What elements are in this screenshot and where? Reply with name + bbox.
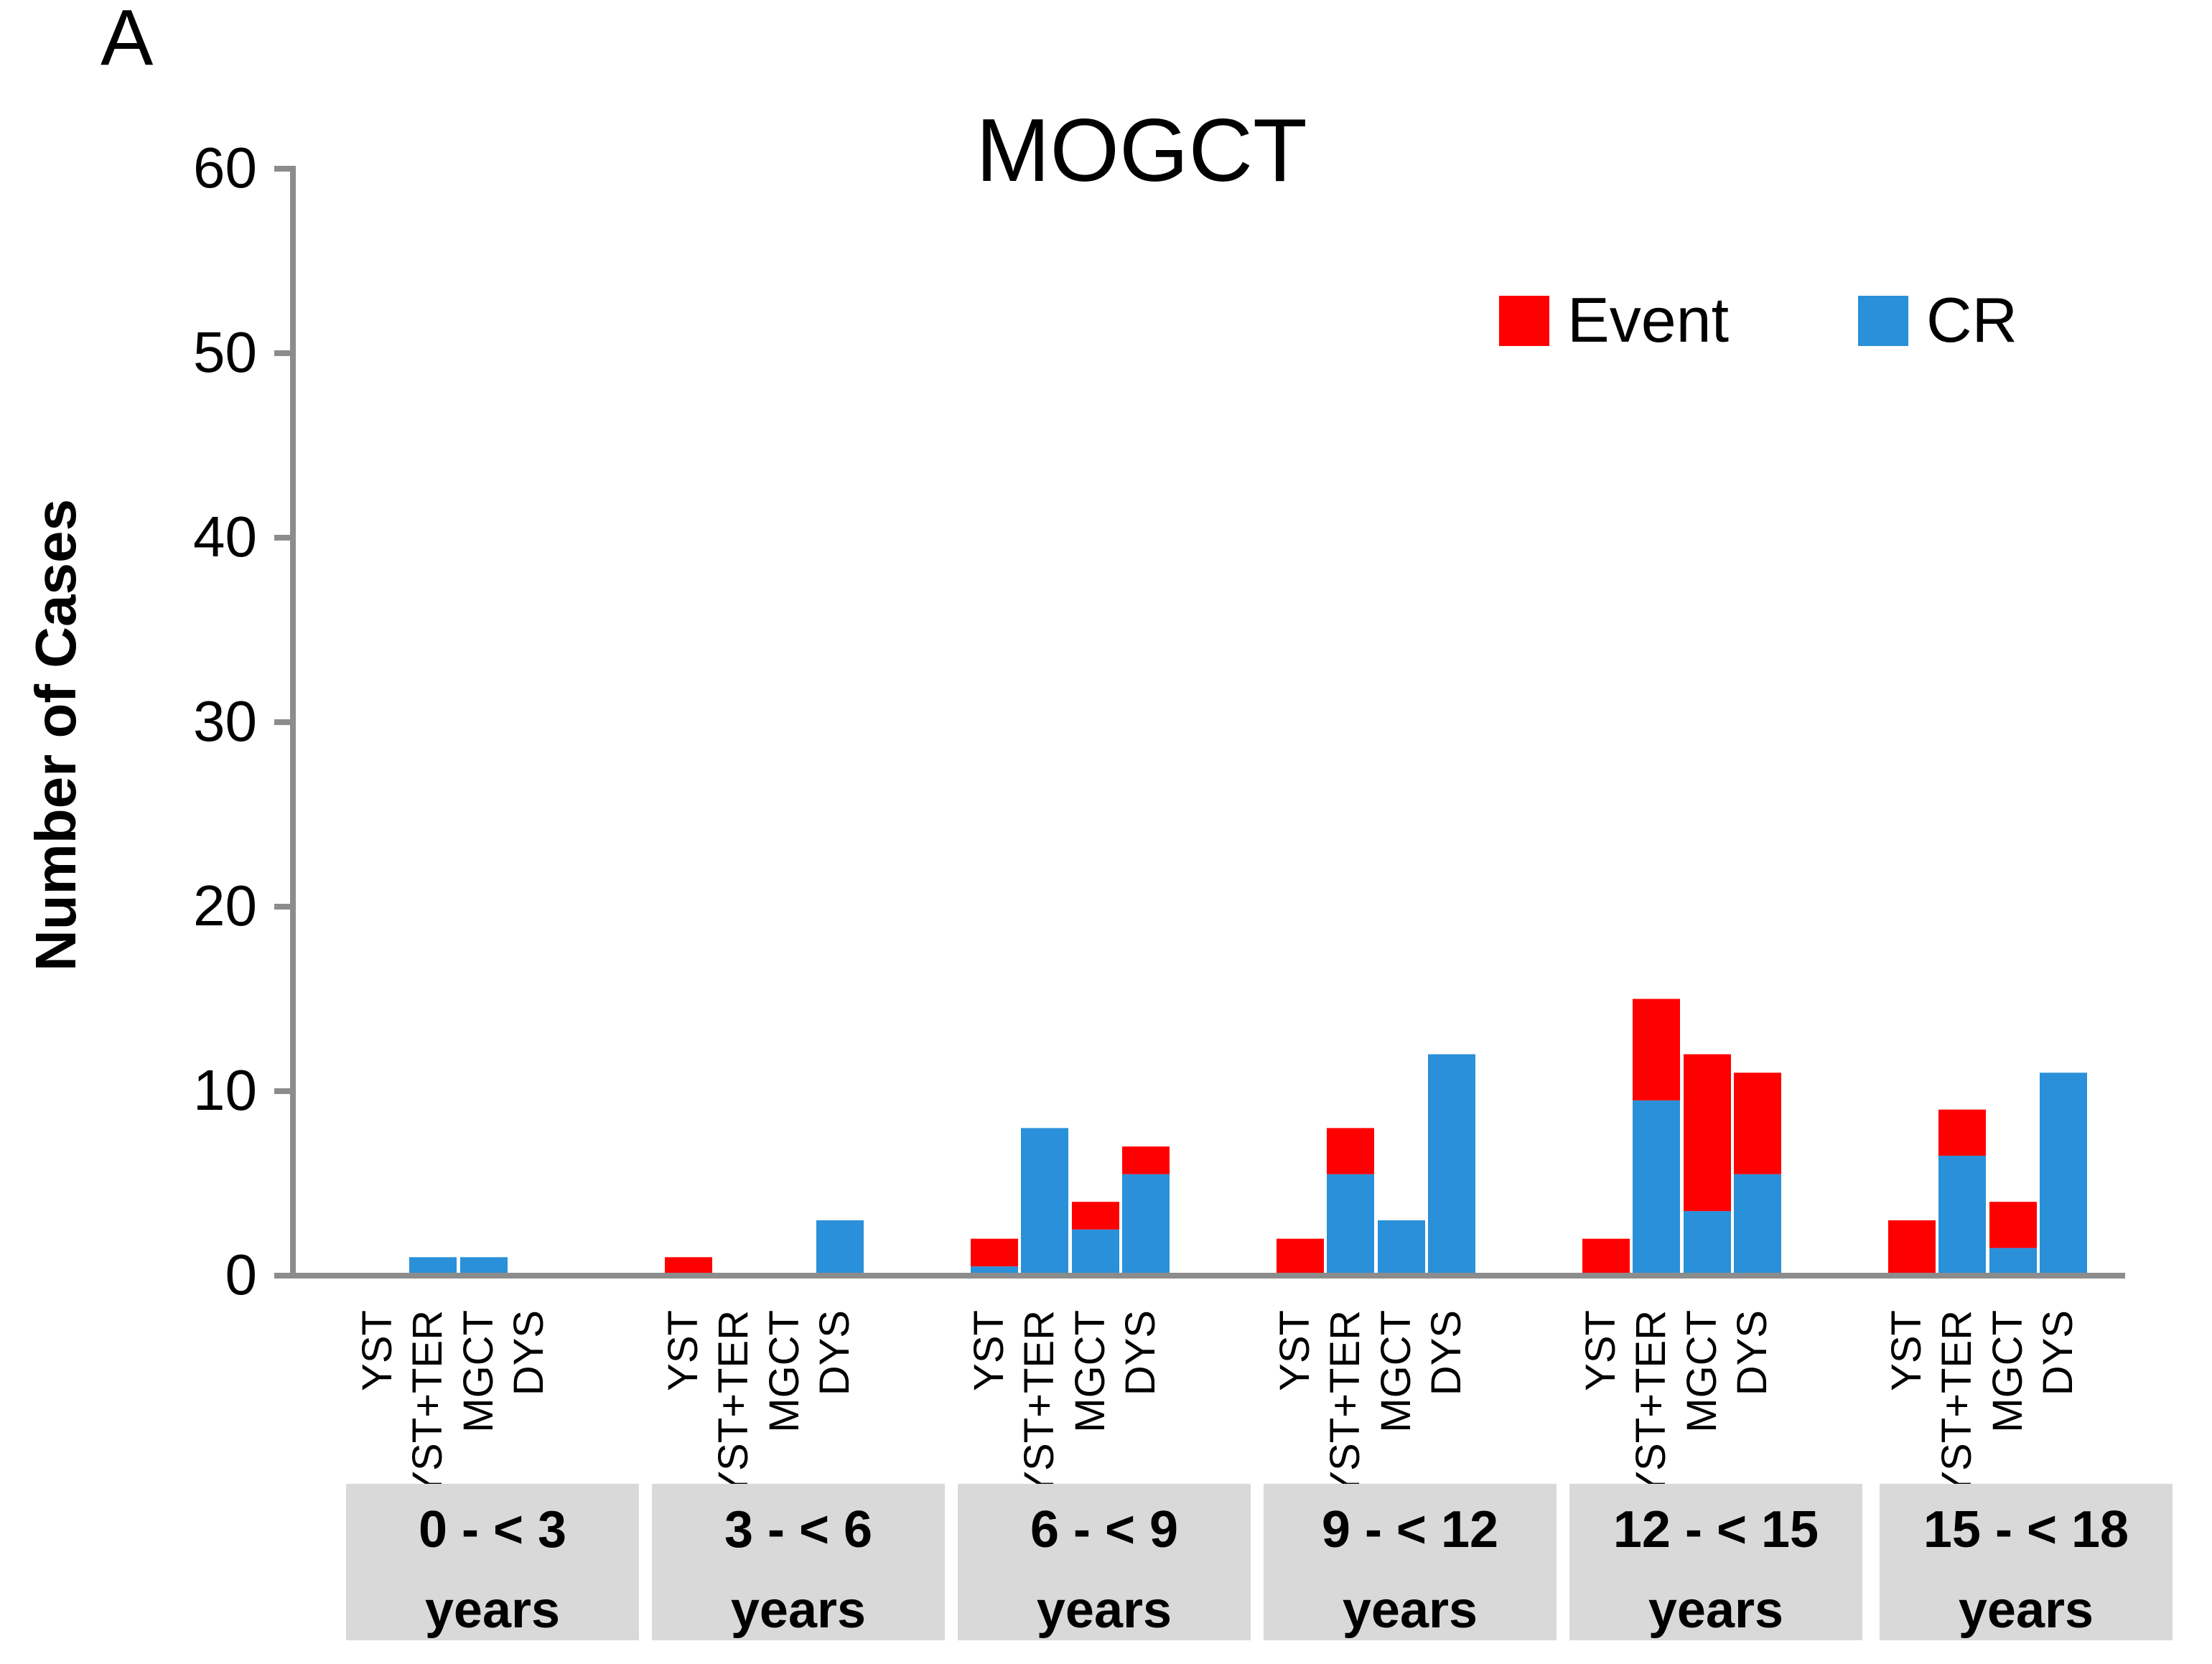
category-label: YST+TER	[1933, 1310, 1980, 1499]
bar-cr	[1684, 1211, 1731, 1276]
age-group-box	[1880, 1484, 2173, 1640]
chart-title: MOGCT	[976, 101, 1307, 200]
age-group-range: 3 - < 6	[724, 1501, 872, 1558]
age-group-range: 9 - < 12	[1322, 1501, 1498, 1558]
legend: Event CR	[1499, 284, 2017, 355]
bar-cr	[2040, 1072, 2087, 1276]
age-group-unit: years	[1037, 1581, 1172, 1639]
age-group-box	[958, 1484, 1251, 1640]
age-group-range: 6 - < 9	[1030, 1501, 1178, 1558]
bar-cr	[1989, 1248, 2037, 1276]
category-label: MGCT	[1679, 1310, 1725, 1433]
legend-label-event: Event	[1567, 284, 1729, 355]
bar-event	[665, 1257, 712, 1276]
panel-label: A	[101, 0, 154, 82]
age-group-box	[1569, 1484, 1862, 1640]
age-group-box	[652, 1484, 945, 1640]
bar-cr	[1122, 1174, 1170, 1276]
legend-swatch-cr	[1858, 296, 1908, 346]
y-axis: 0 10 20 30 40 50 60	[193, 136, 293, 1307]
category-label: DYS	[1117, 1310, 1164, 1396]
category-label: MGCT	[761, 1310, 808, 1433]
category-label: YST	[660, 1310, 706, 1391]
bar-cr	[1734, 1174, 1781, 1276]
bar-event	[1734, 1072, 1781, 1174]
bar-cr	[1327, 1174, 1374, 1276]
bar-cr	[816, 1220, 864, 1276]
bar-cr	[409, 1257, 457, 1276]
bar-event	[1277, 1238, 1324, 1276]
bar-event	[1582, 1238, 1630, 1276]
category-label: DYS	[1729, 1310, 1775, 1396]
category-label: YST	[1271, 1310, 1318, 1391]
y-tick-label: 0	[225, 1243, 258, 1307]
y-axis-label: Number of Cases	[24, 499, 88, 971]
age-group-unit: years	[425, 1581, 560, 1639]
category-label: MGCT	[455, 1310, 502, 1433]
bar-cr	[1428, 1054, 1475, 1276]
category-label: MGCT	[1984, 1310, 2031, 1433]
bar-event	[1122, 1146, 1170, 1174]
age-group-unit: years	[1959, 1581, 2094, 1639]
age-group-unit: years	[1648, 1581, 1783, 1639]
category-label: YST+TER	[1322, 1310, 1368, 1499]
age-group-unit: years	[1343, 1581, 1478, 1639]
category-label: DYS	[2035, 1310, 2081, 1396]
bar-event	[971, 1238, 1018, 1267]
category-label: MGCT	[1373, 1310, 1419, 1433]
y-tick-label: 50	[193, 320, 257, 384]
y-tick-label: 60	[193, 136, 257, 200]
y-tick-label: 20	[193, 874, 257, 938]
age-group-box	[1264, 1484, 1557, 1640]
bar-event	[1888, 1220, 1936, 1276]
age-group-range: 15 - < 18	[1923, 1501, 2129, 1558]
category-label: YST	[1883, 1310, 1930, 1391]
bar-event	[1072, 1202, 1119, 1230]
y-tick-label: 10	[193, 1058, 257, 1122]
category-label: DYS	[1423, 1310, 1470, 1396]
bar-cr	[1378, 1220, 1425, 1276]
category-label: DYS	[811, 1310, 858, 1396]
category-label: YST+TER	[404, 1310, 451, 1499]
category-label: YST	[966, 1310, 1012, 1391]
y-tick-label: 40	[193, 505, 257, 569]
bar-event	[1938, 1109, 1986, 1156]
legend-label-cr: CR	[1926, 284, 2017, 355]
category-label: YST+TER	[710, 1310, 757, 1499]
category-label: MGCT	[1067, 1310, 1114, 1433]
bar-cr	[1072, 1229, 1119, 1276]
category-label: YST	[354, 1310, 401, 1391]
bar-cr	[1021, 1128, 1068, 1276]
bars	[409, 999, 2087, 1276]
category-labels: YST YST+TER MGCT DYS YST YST+TER MGCT DYS YST YST…	[354, 1310, 2081, 1499]
bar-cr	[1938, 1155, 1986, 1276]
age-group-labels: 0 - < 3 years 3 - < 6 years 6 - < 9 years 9 - …	[346, 1484, 2173, 1640]
category-label: YST+TER	[1628, 1310, 1674, 1499]
category-label: DYS	[505, 1310, 552, 1396]
axes	[274, 166, 2125, 1279]
bar-event	[1684, 1054, 1731, 1212]
age-group-unit: years	[731, 1581, 866, 1639]
legend-swatch-event	[1499, 296, 1549, 346]
age-group-range: 0 - < 3	[419, 1501, 566, 1558]
bar-event	[1327, 1128, 1374, 1174]
bar-cr	[460, 1257, 508, 1276]
bar-event	[1633, 999, 1680, 1100]
bar-cr	[1633, 1100, 1680, 1276]
bar-event	[1989, 1202, 2037, 1248]
y-tick-label: 30	[193, 689, 257, 753]
category-label: YST	[1577, 1310, 1624, 1391]
age-group-box	[346, 1484, 639, 1640]
age-group-range: 12 - < 15	[1613, 1501, 1819, 1558]
category-label: YST+TER	[1016, 1310, 1063, 1499]
